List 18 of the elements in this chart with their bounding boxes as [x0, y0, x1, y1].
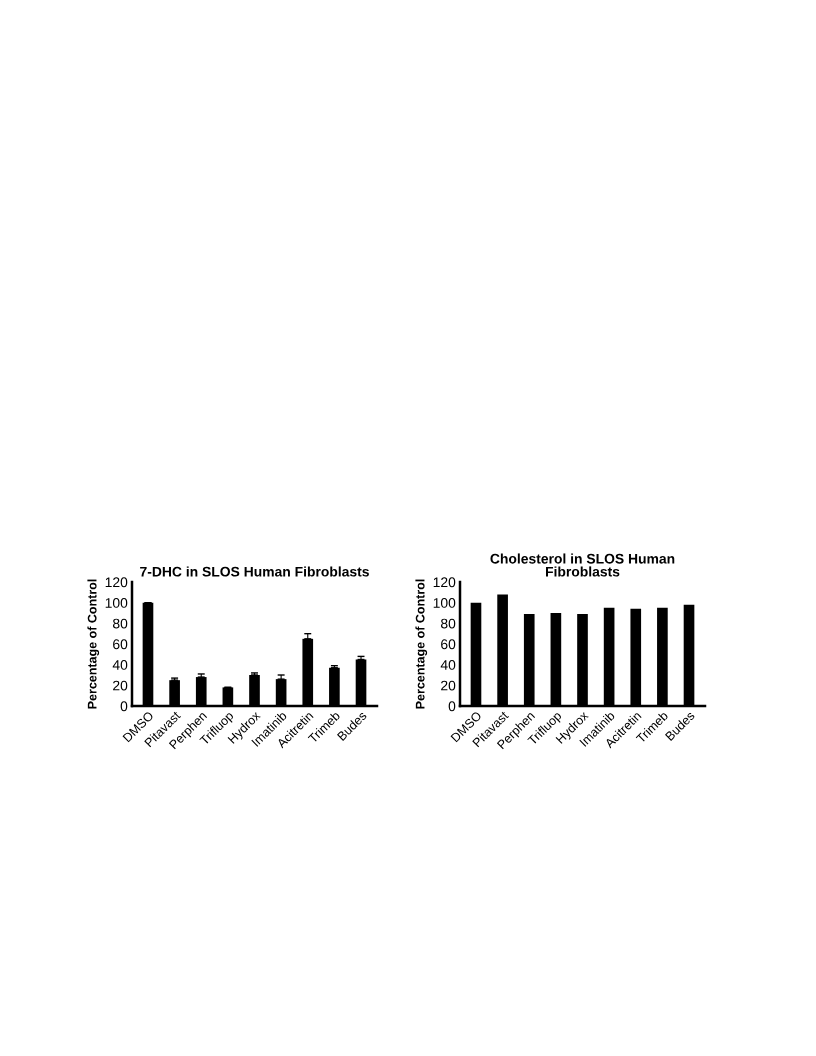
- y-tick-label: 100: [433, 598, 456, 608]
- y-tick-label: 120: [105, 577, 128, 588]
- y-tick-label: 40: [112, 660, 128, 670]
- y-tick-label: 100: [105, 598, 128, 608]
- y-tick-label: 40: [440, 660, 456, 670]
- y-tick-label: 120: [433, 577, 456, 588]
- y-tick-label: 20: [441, 680, 456, 691]
- y-tick-label: 0: [448, 701, 456, 712]
- chart-title: 7-DHC in SLOS Human Fibroblasts: [140, 566, 369, 577]
- y-tick-label: 60: [441, 639, 456, 650]
- y-axis-title: Percentage of Control: [87, 579, 100, 709]
- y-tick-label: 80: [112, 618, 128, 629]
- y-tick-label: 0: [120, 701, 128, 712]
- y-tick-label: 80: [440, 618, 456, 629]
- chart-title: Cholesterol in SLOS Human Fibroblasts: [490, 553, 675, 577]
- y-tick-label: 20: [113, 680, 128, 691]
- y-tick-label: 60: [113, 639, 128, 650]
- y-axis-title: Percentage of Control: [415, 579, 428, 709]
